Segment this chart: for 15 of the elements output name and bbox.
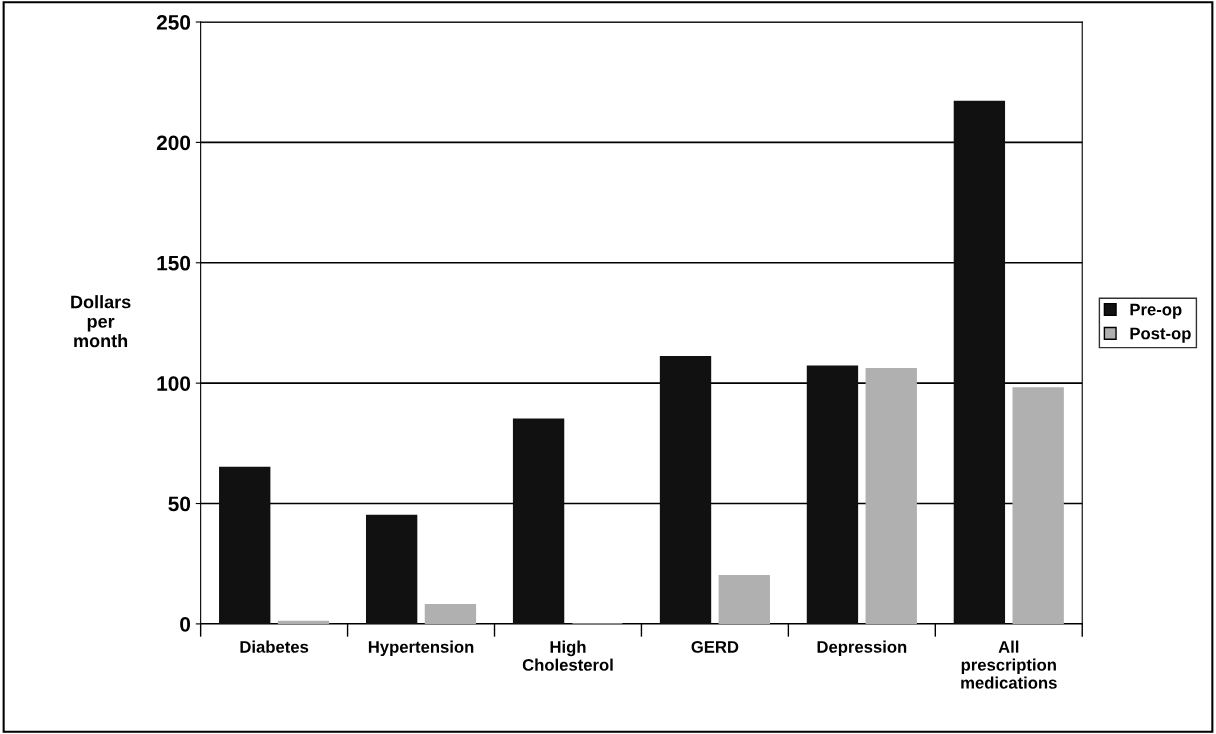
y-tick-label: 150 bbox=[157, 255, 191, 271]
y-tick-label: 100 bbox=[157, 376, 191, 391]
y-tick-label: 0 bbox=[180, 616, 191, 632]
x-tick-label: Depression bbox=[817, 640, 907, 657]
x-tick-label: GERD bbox=[691, 641, 739, 653]
x-tick-label: High Cholesterol bbox=[522, 640, 613, 671]
y-axis-title: Dollars per month bbox=[71, 295, 131, 348]
y-tick-label: 50 bbox=[168, 496, 191, 512]
y-tick-label: 200 bbox=[156, 135, 191, 151]
x-tick-label: Diabetes bbox=[240, 640, 309, 653]
x-tick-label: Hypertension bbox=[368, 640, 474, 657]
y-tick-label: 250 bbox=[156, 15, 191, 30]
x-tick-label: All prescription medications bbox=[961, 640, 1057, 689]
legend-label: Pre-op bbox=[1130, 303, 1182, 319]
legend-label: Post-op bbox=[1130, 327, 1191, 343]
